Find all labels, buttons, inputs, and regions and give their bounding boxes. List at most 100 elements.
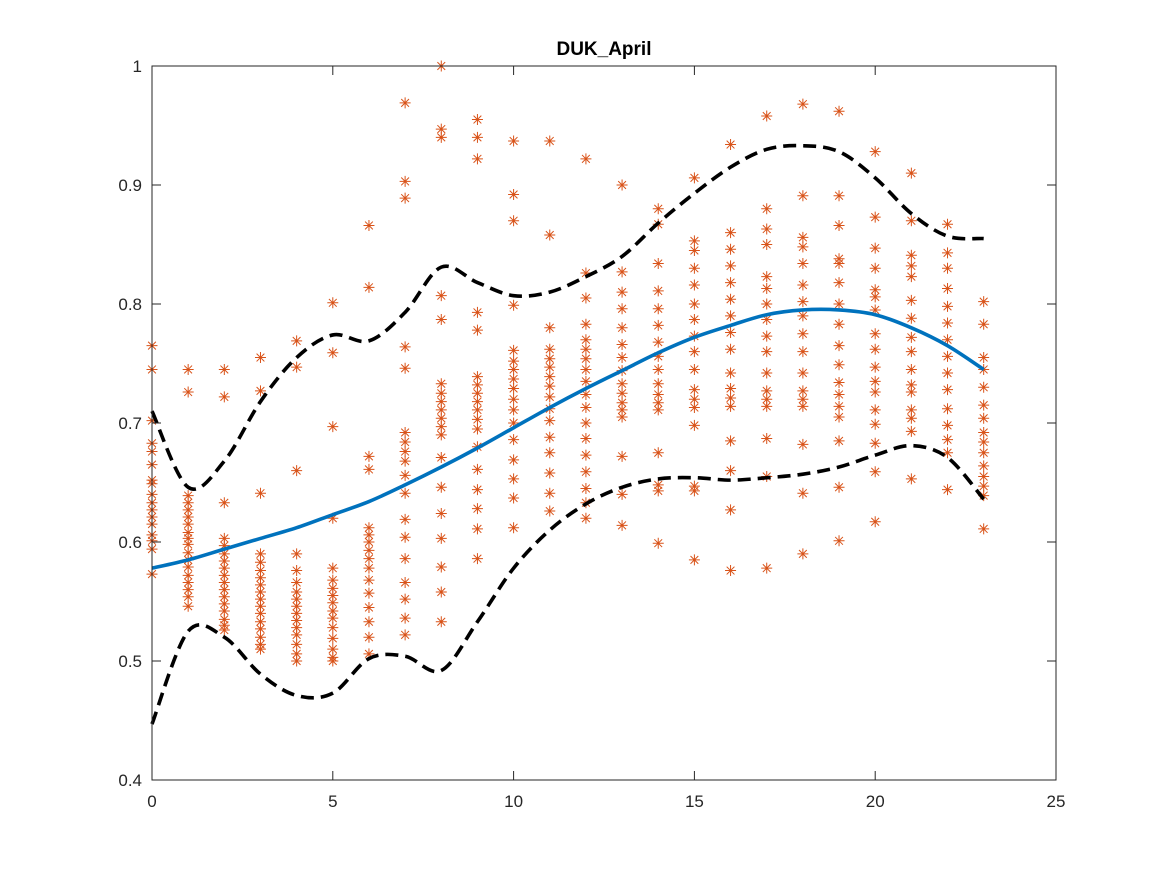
scatter-point: [508, 382, 520, 394]
plot-area: [152, 66, 1056, 780]
scatter-point: [471, 503, 483, 515]
scatter-point: [363, 536, 375, 548]
scatter-point: [761, 330, 773, 342]
scatter-point: [508, 393, 520, 405]
scatter-point: [833, 481, 845, 493]
scatter-point: [435, 532, 447, 544]
scatter-point: [978, 436, 990, 448]
scatter-point: [544, 447, 556, 459]
scatter-point: [254, 548, 266, 560]
scatter-point: [942, 218, 954, 230]
scatter-point: [942, 434, 954, 446]
scatter-point: [254, 623, 266, 635]
scatter-point: [363, 616, 375, 628]
scatter-point: [327, 655, 339, 667]
scatter-point: [942, 262, 954, 274]
scatter-point: [254, 616, 266, 628]
scatter-point: [725, 382, 737, 394]
scatter-point: [833, 377, 845, 389]
scatter-point: [797, 296, 809, 308]
scatter-point: [291, 655, 303, 667]
y-tick-label: 0.5: [118, 652, 142, 671]
scatter-point: [905, 473, 917, 485]
scatter-point: [761, 313, 773, 325]
scatter-point: [471, 371, 483, 383]
scatter-point: [182, 490, 194, 502]
scatter-point: [471, 413, 483, 425]
scatter-point: [363, 544, 375, 556]
scatter-point: [580, 388, 592, 400]
scatter-point: [652, 378, 664, 390]
scatter-point: [833, 258, 845, 270]
scatter-point: [182, 532, 194, 544]
scatter-point: [616, 404, 628, 416]
scatter-point: [327, 582, 339, 594]
scatter-point: [363, 529, 375, 541]
scatter-point: [833, 340, 845, 352]
scatter-point: [725, 227, 737, 239]
scatter-point: [905, 379, 917, 391]
scatter-point: [833, 388, 845, 400]
scatter-point: [291, 593, 303, 605]
line-series: [150, 143, 986, 725]
scatter-point: [363, 601, 375, 613]
scatter-point: [978, 412, 990, 424]
x-tick-label: 0: [147, 792, 156, 811]
scatter-point: [218, 605, 230, 617]
scatter-point: [942, 419, 954, 431]
scatter-point: [327, 347, 339, 359]
scatter-point: [508, 355, 520, 367]
scatter-point: [688, 554, 700, 566]
scatter-point: [725, 310, 737, 322]
scatter-point: [182, 584, 194, 596]
scatter-point: [905, 249, 917, 261]
scatter-point: [435, 404, 447, 416]
scatter-point: [254, 607, 266, 619]
scatter-point: [833, 190, 845, 202]
scatter-point: [291, 648, 303, 660]
scatter-point: [797, 310, 809, 322]
scatter-point: [399, 553, 411, 565]
scatter-point: [725, 465, 737, 477]
scatter-point: [942, 403, 954, 415]
scatter-point: [544, 361, 556, 373]
scatter-point: [905, 271, 917, 283]
scatter-point: [218, 562, 230, 574]
scatter-point: [761, 239, 773, 250]
scatter-point: [905, 167, 917, 179]
y-tick-label: 1: [133, 57, 142, 76]
scatter-point: [978, 490, 990, 502]
scatter-point: [544, 505, 556, 517]
scatter-point: [363, 450, 375, 462]
scatter-point: [942, 317, 954, 329]
scatter-point: [327, 622, 339, 634]
scatter-point: [725, 243, 737, 255]
scatter-point: [182, 518, 194, 530]
scatter-point: [399, 362, 411, 374]
scatter-point: [797, 548, 809, 560]
scatter-point: [761, 562, 773, 574]
scatter-point: [616, 338, 628, 350]
scatter-point: [471, 114, 483, 126]
scatter-point: [508, 344, 520, 356]
scatter-point: [978, 480, 990, 492]
scatter-point: [797, 241, 809, 253]
scatter-point: [435, 452, 447, 464]
scatter-point: [797, 98, 809, 110]
scatter-point: [905, 312, 917, 324]
scatter-point: [399, 612, 411, 624]
scatter-point: [544, 371, 556, 383]
scatter-point: [508, 473, 520, 485]
x-tick-label: 25: [1047, 792, 1066, 811]
scatter-point: [688, 384, 700, 396]
x-tick-label: 10: [504, 792, 523, 811]
scatter-point: [761, 110, 773, 122]
scatter-point: [218, 584, 230, 596]
scatter-point: [435, 429, 447, 441]
scatter-point: [399, 175, 411, 187]
scatter-point: [942, 447, 954, 459]
scatter-point: [291, 629, 303, 641]
scatter-point: [797, 393, 809, 405]
scatter-point: [471, 306, 483, 318]
scatter-point: [869, 304, 881, 316]
